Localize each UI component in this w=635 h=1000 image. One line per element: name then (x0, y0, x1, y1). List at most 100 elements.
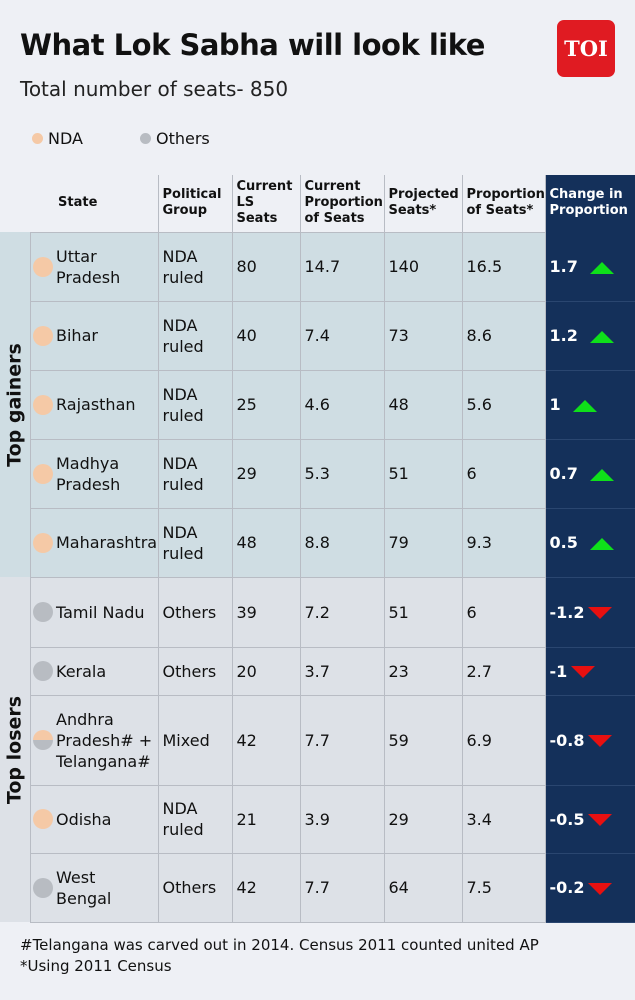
cell-proj: 51 (383, 438, 463, 509)
cell-prop: 7.5 (461, 852, 546, 923)
table-row: Bihar NDA ruled 40 7.4 73 8.6 1.2 (0, 300, 635, 371)
cell-proj: 59 (383, 694, 463, 786)
state-name: Uttar Pradesh (54, 231, 159, 302)
arrow-up-icon (589, 330, 614, 343)
arrow-down-icon (588, 607, 613, 619)
cell-group: Others (157, 852, 233, 923)
cell-group: NDA ruled (157, 300, 233, 371)
cell-proj: 48 (383, 369, 463, 440)
cell-prop: 6 (461, 438, 546, 509)
header-group: Political Group (157, 175, 233, 233)
blank (30, 175, 54, 232)
change-value: 1 (549, 395, 561, 414)
header-change: Change in Proportion (544, 175, 635, 233)
state-name: Andhra Pradesh# + Telangana# (54, 694, 159, 786)
state-name: Maharashtra (54, 507, 159, 578)
cell-group: Mixed (157, 694, 233, 786)
cell-prop: 8.6 (461, 300, 546, 371)
group-label: Top gainers (3, 342, 26, 467)
legend: NDA Others (32, 129, 248, 148)
arrow-down-icon (588, 735, 613, 747)
state-name: West Bengal (54, 852, 159, 923)
cell-curp: 3.9 (299, 784, 385, 854)
change-value: 0.7 (549, 464, 578, 483)
cell-group: Others (157, 646, 233, 696)
cell-group: NDA ruled (157, 507, 233, 578)
group-label-gainers: Top gainers (0, 232, 30, 577)
cell-group: NDA ruled (157, 784, 233, 854)
nda-dot-icon (32, 532, 53, 553)
cell-proj: 29 (383, 784, 463, 854)
change-value: -1.2 (549, 602, 585, 622)
header-proportion: Proportion of Seats* (461, 175, 546, 233)
header-projected-seats: Projected Seats* (383, 175, 463, 233)
cell-cur: 80 (231, 231, 301, 302)
arrow-down-icon (588, 814, 613, 826)
cell-prop: 2.7 (461, 646, 546, 696)
cell-curp: 7.7 (299, 694, 385, 786)
cell-curp: 4.6 (299, 369, 385, 440)
dot-cell (29, 784, 54, 854)
table-row: Andhra Pradesh# + Telangana# Mixed 42 7.7 59… (0, 694, 635, 786)
page-title: What Lok Sabha will look like (20, 28, 485, 62)
cell-change: -0.8 (544, 694, 635, 786)
group-label-losers: Top losers (0, 577, 30, 922)
cell-group: NDA ruled (157, 369, 233, 440)
legend-label: Others (156, 129, 210, 148)
subtitle: Total number of seats- 850 (20, 77, 289, 101)
dot-cell (29, 231, 54, 302)
cell-proj: 64 (383, 852, 463, 923)
arrow-down-icon (571, 666, 596, 678)
dot-cell (29, 694, 54, 786)
cell-proj: 23 (383, 646, 463, 696)
change-value: -0.8 (549, 730, 585, 750)
others-dot-icon (32, 602, 53, 622)
others-dot-icon (32, 661, 53, 681)
cell-change: -0.2 (544, 852, 635, 923)
nda-dot-icon (32, 394, 53, 415)
state-name: Madhya Pradesh (54, 438, 159, 509)
table-row: West Bengal Others 42 7.7 64 7.5 -0.2 (0, 852, 635, 923)
cell-change: 1.7 (544, 231, 635, 302)
state-name: Kerala (54, 646, 159, 696)
state-name: Tamil Nadu (54, 576, 159, 648)
group-label: Top losers (3, 695, 26, 804)
cell-change: 0.5 (544, 507, 635, 578)
state-name: Bihar (54, 300, 159, 371)
cell-proj: 51 (383, 576, 463, 648)
table-row: Madhya Pradesh NDA ruled 29 5.3 51 6 0.7 (0, 438, 635, 509)
dot-cell (29, 507, 54, 578)
table-row: Rajasthan NDA ruled 25 4.6 48 5.6 1 (0, 369, 635, 440)
blank (0, 175, 30, 232)
change-value: -0.2 (549, 878, 585, 897)
cell-cur: 25 (231, 369, 301, 440)
header-current-seats: Current LS Seats (231, 175, 301, 233)
cell-cur: 48 (231, 507, 301, 578)
change-value: -0.5 (549, 809, 585, 829)
cell-group: NDA ruled (157, 438, 233, 509)
others-dot-icon (140, 133, 151, 144)
change-value: 0.5 (549, 533, 578, 552)
cell-curp: 8.8 (299, 507, 385, 578)
cell-proj: 140 (383, 231, 463, 302)
cell-change: 0.7 (544, 438, 635, 509)
nda-dot-icon (32, 133, 43, 144)
legend-label: NDA (48, 129, 83, 148)
arrow-up-icon (572, 399, 597, 412)
table-row: Odisha NDA ruled 21 3.9 29 3.4 -0.5 (0, 784, 635, 854)
cell-curp: 3.7 (299, 646, 385, 696)
dot-cell (29, 576, 54, 648)
cell-cur: 42 (231, 694, 301, 786)
state-name: Rajasthan (54, 369, 159, 440)
table-row: Top gainers Uttar Pradesh NDA ruled 80 14.7 1… (0, 231, 635, 577)
cell-proj: 79 (383, 507, 463, 578)
legend-others: Others (140, 129, 248, 148)
change-value: 1.7 (549, 257, 578, 276)
footnotes: #Telangana was carved out in 2014. Censu… (20, 935, 539, 977)
cell-curp: 5.3 (299, 438, 385, 509)
cell-cur: 42 (231, 852, 301, 923)
cell-prop: 3.4 (461, 784, 546, 854)
toi-logo: TOI (557, 20, 615, 77)
cell-curp: 7.7 (299, 852, 385, 923)
legend-nda: NDA (32, 129, 140, 148)
